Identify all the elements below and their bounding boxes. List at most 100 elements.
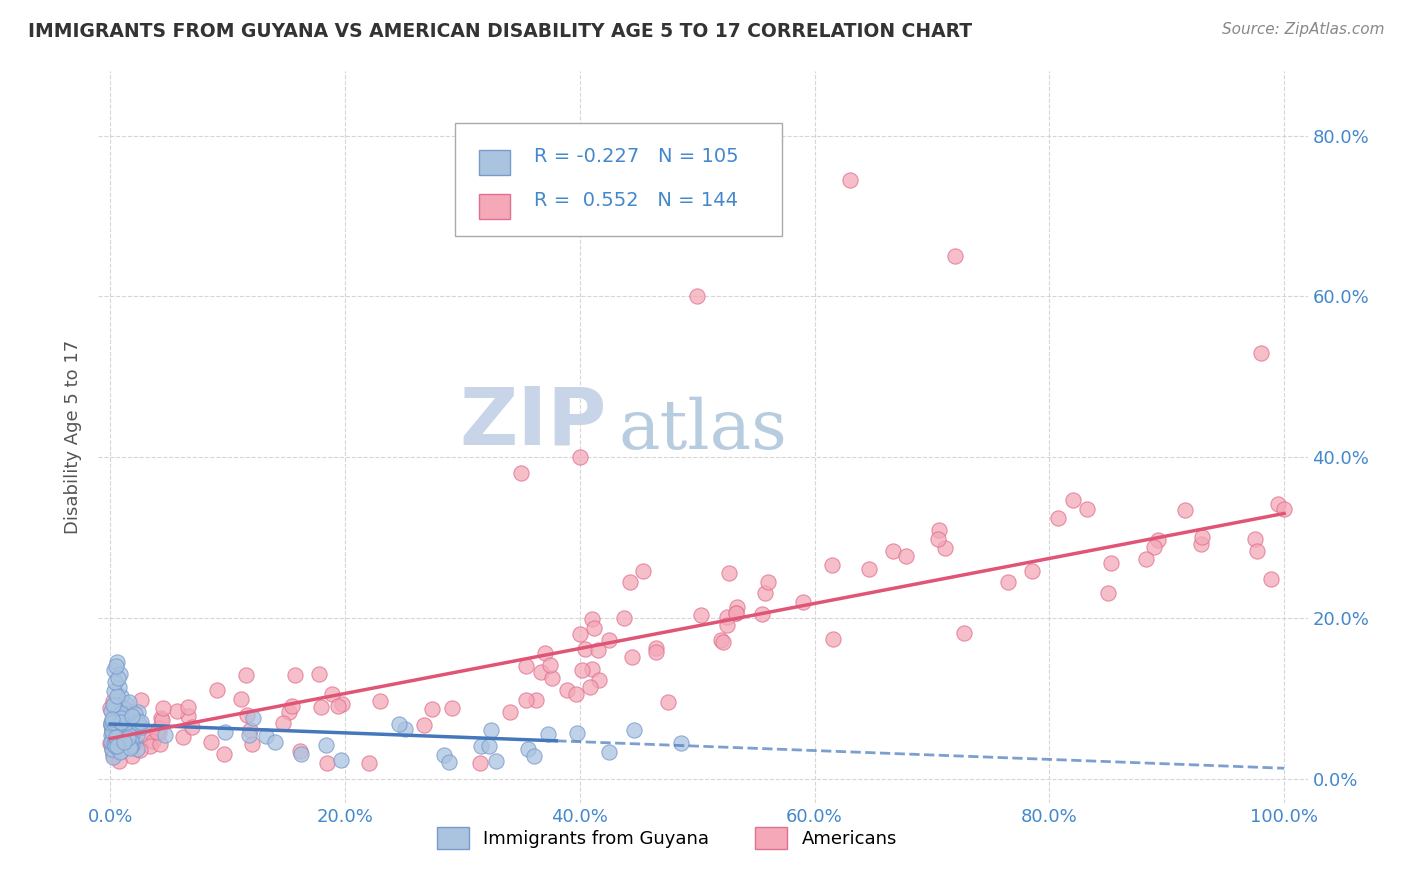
Point (100, 735, 122, 749)
Point (112, 732, 135, 747)
Point (120, 724, 142, 739)
Point (751, 607, 773, 621)
Point (997, 575, 1019, 590)
Point (619, 574, 641, 589)
Point (110, 716, 132, 731)
Point (238, 728, 260, 742)
Point (242, 711, 264, 725)
Point (1143, 540, 1166, 554)
Point (112, 701, 135, 715)
Point (1062, 492, 1084, 507)
Point (315, 738, 337, 752)
Point (107, 731, 129, 746)
Point (1260, 573, 1282, 587)
Point (129, 714, 152, 729)
Point (129, 743, 152, 757)
Point (290, 747, 312, 761)
Point (236, 708, 259, 723)
Point (103, 698, 125, 713)
Point (103, 697, 125, 711)
Point (1267, 498, 1289, 512)
Point (200, 735, 222, 749)
Point (581, 612, 603, 626)
FancyBboxPatch shape (479, 194, 509, 219)
Point (124, 706, 146, 721)
Point (100, 704, 122, 718)
Point (150, 711, 173, 725)
Point (315, 756, 337, 770)
Point (838, 173, 860, 187)
Point (105, 725, 128, 739)
Point (100, 718, 122, 732)
Point (111, 701, 134, 715)
Point (177, 709, 200, 723)
Text: R =  0.552   N = 144: R = 0.552 N = 144 (534, 191, 738, 211)
Point (1244, 533, 1267, 547)
Point (657, 696, 679, 710)
Legend: Immigrants from Guyana, Americans: Immigrants from Guyana, Americans (429, 820, 904, 856)
Point (329, 753, 352, 767)
Point (105, 731, 128, 746)
Point (153, 728, 176, 742)
Point (108, 720, 131, 734)
Point (101, 694, 124, 708)
Point (896, 549, 918, 564)
Point (598, 632, 620, 647)
Text: Source: ZipAtlas.com: Source: ZipAtlas.com (1222, 22, 1385, 37)
Point (264, 734, 287, 748)
Point (212, 747, 235, 761)
Point (108, 731, 131, 745)
Point (105, 659, 128, 673)
Point (1174, 502, 1197, 516)
Point (598, 745, 620, 759)
Point (326, 699, 349, 714)
Point (110, 716, 132, 731)
Point (100, 728, 122, 742)
Point (858, 561, 880, 575)
Point (756, 575, 779, 590)
Point (485, 755, 508, 769)
Point (101, 750, 124, 764)
Point (541, 672, 564, 686)
Point (308, 666, 330, 681)
Point (101, 722, 124, 736)
Point (148, 722, 170, 736)
Point (114, 714, 136, 729)
Point (105, 732, 128, 747)
Point (118, 719, 141, 733)
Point (108, 667, 131, 681)
Point (107, 754, 129, 768)
Point (104, 721, 127, 735)
Point (101, 743, 124, 757)
Point (181, 720, 204, 734)
Point (108, 745, 131, 759)
Point (478, 739, 501, 753)
Point (413, 717, 436, 731)
Point (112, 723, 135, 738)
Point (280, 698, 302, 713)
Point (100, 715, 122, 730)
Point (117, 731, 139, 745)
Point (124, 736, 146, 750)
Point (524, 693, 547, 707)
Point (146, 725, 169, 739)
Point (118, 694, 141, 708)
Point (101, 729, 124, 743)
Point (112, 731, 135, 746)
Point (105, 719, 128, 733)
Point (104, 737, 127, 751)
Point (1135, 552, 1157, 566)
Point (122, 713, 145, 727)
Point (101, 726, 124, 740)
Point (125, 742, 148, 756)
Point (114, 736, 136, 750)
Point (1246, 544, 1268, 558)
Point (150, 713, 173, 727)
Point (953, 626, 976, 640)
Point (725, 599, 748, 614)
Point (565, 687, 588, 701)
Point (754, 586, 776, 600)
Point (177, 700, 200, 714)
Point (118, 727, 141, 741)
Point (117, 720, 139, 734)
